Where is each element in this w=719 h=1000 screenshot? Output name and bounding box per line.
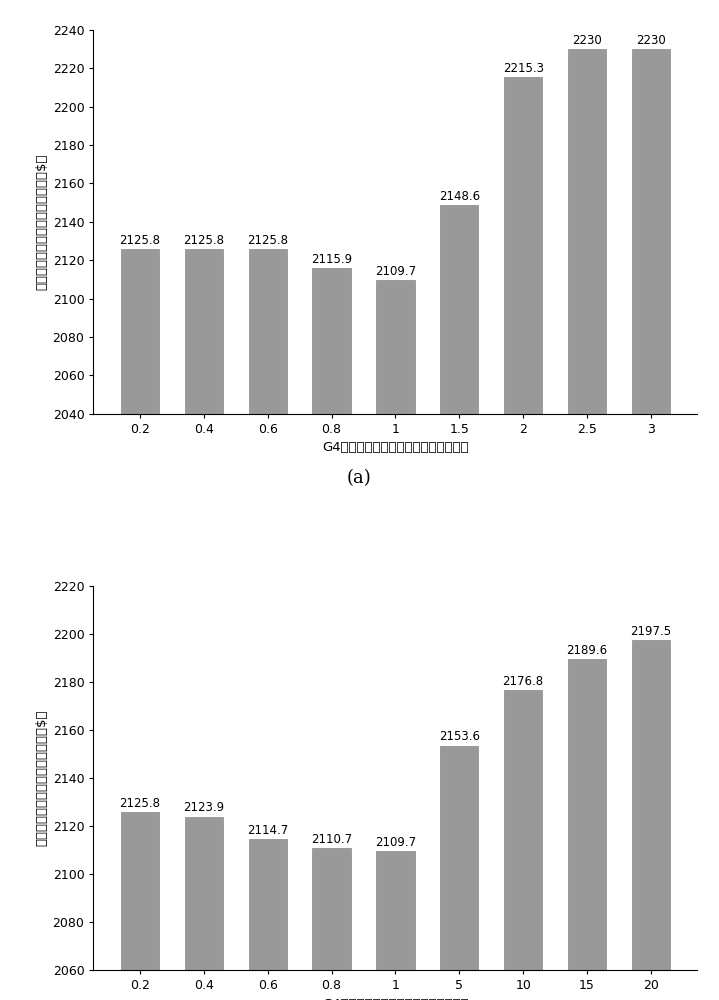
Bar bbox=[121, 249, 159, 414]
Bar bbox=[249, 839, 287, 970]
Bar bbox=[376, 280, 415, 414]
Text: 2109.7: 2109.7 bbox=[375, 265, 416, 278]
Bar bbox=[440, 205, 478, 414]
Text: 2123.9: 2123.9 bbox=[183, 801, 224, 814]
Text: 2114.7: 2114.7 bbox=[247, 824, 288, 837]
Text: 2109.7: 2109.7 bbox=[375, 836, 416, 849]
Text: 2153.6: 2153.6 bbox=[439, 730, 480, 743]
Text: 2230: 2230 bbox=[572, 34, 602, 47]
Bar bbox=[185, 817, 223, 970]
Text: 2189.6: 2189.6 bbox=[567, 644, 608, 657]
Bar bbox=[313, 268, 351, 414]
Text: 2125.8: 2125.8 bbox=[183, 234, 224, 247]
Text: 2148.6: 2148.6 bbox=[439, 190, 480, 203]
Bar bbox=[376, 851, 415, 970]
Bar bbox=[632, 49, 670, 414]
Y-axis label: 电网公司购电费用和天然气费用（$）: 电网公司购电费用和天然气费用（$） bbox=[35, 154, 48, 290]
X-axis label: G4发电成本二次项申报值与真实值比例: G4发电成本二次项申报值与真实值比例 bbox=[322, 998, 469, 1000]
Text: 2215.3: 2215.3 bbox=[503, 62, 544, 75]
Bar bbox=[121, 812, 159, 970]
Bar bbox=[185, 249, 223, 414]
Bar bbox=[504, 77, 542, 414]
Text: 2115.9: 2115.9 bbox=[311, 253, 352, 266]
Text: (a): (a) bbox=[347, 469, 372, 487]
Text: 2125.8: 2125.8 bbox=[119, 234, 160, 247]
Bar bbox=[632, 640, 670, 970]
Text: 2176.8: 2176.8 bbox=[503, 675, 544, 688]
Bar bbox=[568, 659, 606, 970]
Bar bbox=[440, 746, 478, 970]
Text: 2197.5: 2197.5 bbox=[631, 625, 672, 638]
Text: 2125.8: 2125.8 bbox=[119, 797, 160, 810]
Bar bbox=[313, 848, 351, 970]
Text: 2230: 2230 bbox=[636, 34, 666, 47]
Bar bbox=[504, 690, 542, 970]
Y-axis label: 电网公司购电费用和天然气费用（$）: 电网公司购电费用和天然气费用（$） bbox=[35, 710, 48, 846]
Bar bbox=[249, 249, 287, 414]
Bar bbox=[568, 49, 606, 414]
Text: 2125.8: 2125.8 bbox=[247, 234, 288, 247]
X-axis label: G4发电成本一次项申报值与真实值比例: G4发电成本一次项申报值与真实值比例 bbox=[322, 441, 469, 454]
Text: 2110.7: 2110.7 bbox=[311, 833, 352, 846]
